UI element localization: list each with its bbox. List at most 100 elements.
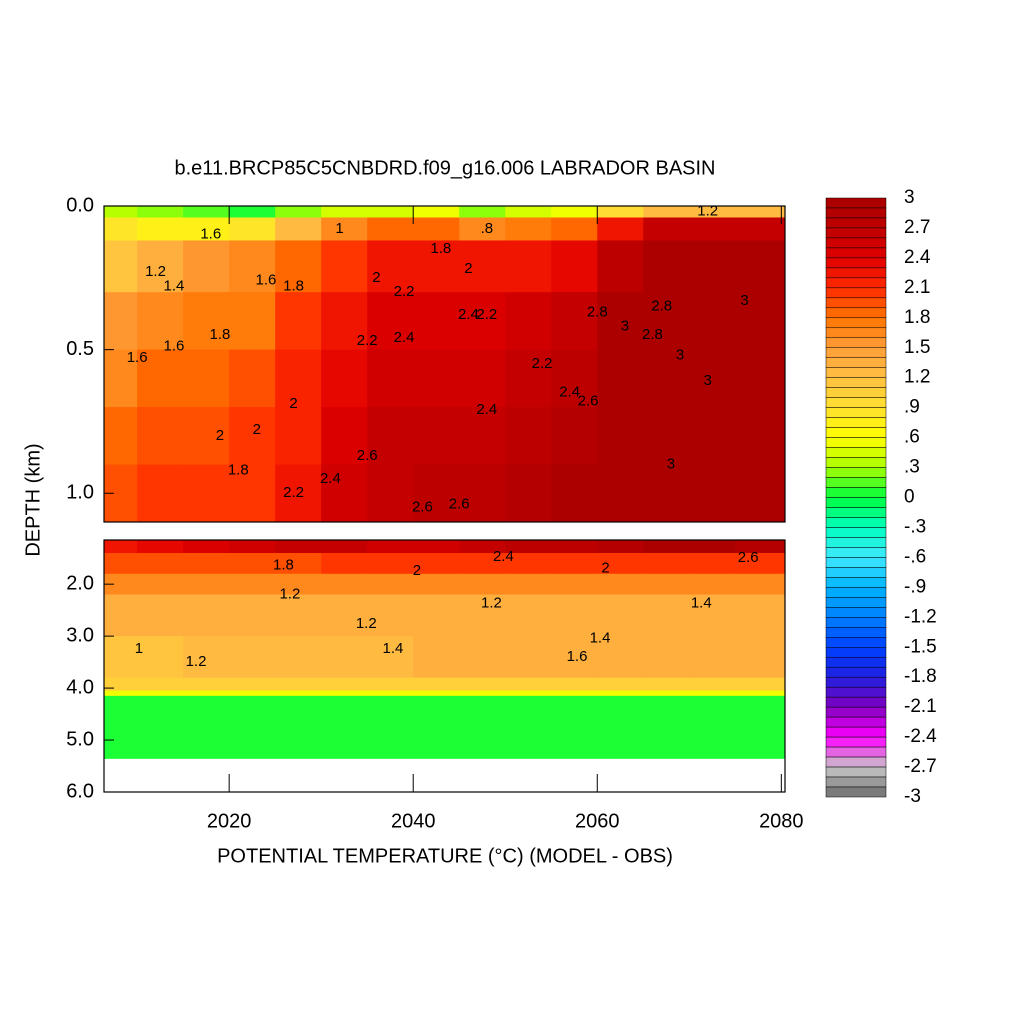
colorbar-label: -1.5 [904,636,937,657]
colorbar-box [825,517,887,528]
contour-cell [597,206,644,219]
colorbar-box [825,706,887,718]
contour-cell [735,636,782,679]
colorbar-box [825,287,887,299]
contour-cell [735,573,782,596]
colorbar-box [825,407,887,418]
contour-cell [781,594,785,637]
contour-cell [229,695,276,759]
contour-label: 1.6 [164,338,185,355]
contour-label: 2.6 [449,496,470,513]
contour-cell [459,206,506,219]
contour-cell [735,552,782,575]
contour-cell [643,573,690,596]
contour-cell [137,573,184,596]
chart-title: b.e11.BRCP85C5CNBDRD.f09_g16.006 LABRADO… [175,157,716,179]
contour-cell [137,292,184,351]
contour-cell [551,217,598,242]
contour-label: 2 [289,395,297,412]
contour-label: 1 [135,640,143,657]
contour-cell [689,552,736,575]
contour-cell [104,573,138,596]
contour-cell [413,349,460,408]
contour-cell [137,695,184,759]
colorbar-label: .6 [904,427,920,448]
colorbar-box [825,666,887,678]
contour-cell [597,240,644,293]
contour-cell [689,677,736,692]
contour-label: 1.8 [228,461,249,478]
contour-cell [367,217,414,242]
contour-label: 1.6 [256,272,277,289]
contour-label: 2 [253,421,261,438]
x-tick-label: 2020 [207,810,252,832]
contour-label: 1.2 [279,586,300,603]
contour-cell [689,636,736,679]
colorbar-box [825,397,887,408]
x-axis-label: POTENTIAL TEMPERATURE (°C) (MODEL - OBS) [217,845,673,867]
contour-cell [275,540,322,554]
contour-cell [781,217,785,242]
colorbar-label: 1.8 [904,307,930,328]
colorbar-box [825,237,887,249]
contour-cell [275,349,322,408]
colorbar-box [825,637,887,648]
contour-label: 3 [704,372,712,389]
contour-cell [551,695,598,759]
contour-cell [183,552,230,575]
colorbar-box [825,307,887,319]
contour-cell [367,292,414,351]
colorbar-box [825,217,887,229]
contour-cell [183,464,230,522]
contour-cell [643,292,690,351]
contour-label: 2.2 [283,484,304,501]
contour-cell [183,677,230,692]
colorbar-box [825,756,887,768]
contour-label: 2.6 [738,549,759,566]
contour-cell [735,540,782,554]
contour-label: 1.2 [145,263,166,280]
contour-cell [735,695,782,759]
contour-cell [367,540,414,554]
contour-cell [459,349,506,408]
contour-cell [229,552,276,575]
contour-cell [229,677,276,692]
colorbar-label: 2.4 [904,247,931,268]
contour-cell [367,573,414,596]
contour-label: 2.2 [532,355,553,372]
contour-cell [551,206,598,219]
colorbar-box [825,207,887,219]
colorbar-box [825,547,887,558]
contour-cell [275,573,322,596]
contour-cell [275,636,322,679]
colorbar-box [825,337,887,348]
contour-cell [735,690,782,697]
contour-cell [735,206,782,219]
y-tick-label: 2.0 [66,572,94,594]
colorbar-box [825,686,887,698]
contour-label: 2 [464,260,472,277]
contour-cell [643,206,690,219]
colorbar-box [825,676,887,688]
x-tick-label: 2040 [391,810,436,832]
contour-cell [597,677,644,692]
contour-cell [275,677,322,692]
colorbar-box [825,437,887,448]
contour-cell [459,636,506,679]
contour-label: .8 [481,220,494,237]
contour-label: 2 [601,560,609,577]
contour-label: 3 [667,456,675,473]
contour-cell [781,540,785,554]
contour-label: 1.8 [283,277,304,294]
contour-cell [597,552,644,575]
colorbar-box [825,766,887,778]
contour-cell [104,240,138,293]
y-tick-label: 4.0 [66,676,94,698]
contour-cell [643,540,690,554]
contour-cell [413,552,460,575]
contour-cell [367,594,414,637]
contour-cell [597,636,644,679]
contour-label: 2.8 [642,326,663,343]
contour-cell [137,464,184,522]
